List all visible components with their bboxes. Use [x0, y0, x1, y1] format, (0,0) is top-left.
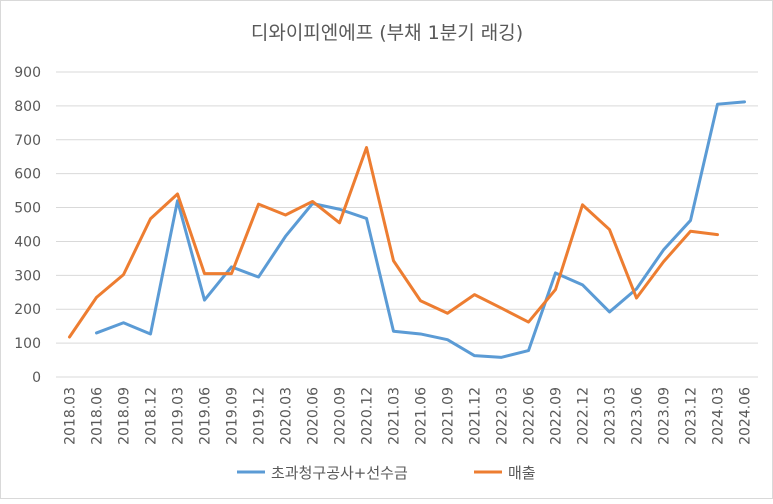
- x-tick-label: 2019.12: [252, 387, 268, 445]
- y-tick-label: 600: [14, 167, 41, 183]
- y-tick-label: 400: [14, 234, 41, 250]
- x-tick-label: 2023.03: [603, 387, 619, 445]
- x-tick-label: 2020.03: [279, 387, 295, 445]
- y-tick-label: 700: [14, 133, 41, 149]
- x-tick-label: 2021.12: [468, 387, 484, 445]
- x-tick-label: 2023.09: [657, 387, 673, 445]
- legend-label-2: 매출: [508, 464, 536, 482]
- series-lines: [68, 100, 746, 359]
- x-tick-label: 2022.06: [522, 387, 538, 445]
- x-tick-label: 2019.09: [225, 387, 241, 445]
- chart-title: 디와이피엔에프 (부채 1분기 래깅): [251, 22, 523, 44]
- y-axis-ticks: 0 100 200 300 400 500 600 700 800 900: [14, 65, 41, 386]
- x-tick-label: 2022.09: [549, 387, 565, 445]
- x-tick-label: 2018.06: [90, 387, 106, 445]
- x-tick-label: 2018.03: [63, 387, 79, 445]
- x-tick-label: 2021.06: [414, 387, 430, 445]
- x-tick-label: 2024.06: [738, 387, 754, 445]
- x-tick-label: 2022.03: [495, 387, 511, 445]
- x-tick-label: 2019.06: [198, 387, 214, 445]
- x-tick-label: 2018.09: [117, 387, 133, 445]
- y-tick-label: 500: [14, 201, 41, 217]
- y-tick-label: 800: [14, 99, 41, 115]
- x-tick-label: 2023.06: [630, 387, 646, 445]
- x-tick-label: 2020.06: [306, 387, 322, 445]
- x-tick-label: 2022.12: [576, 387, 592, 445]
- gridlines: [56, 71, 758, 378]
- legend: 초과청구공사+선수금 매출: [237, 464, 536, 482]
- y-tick-label: 900: [14, 65, 41, 81]
- series-line-1: [95, 100, 746, 359]
- x-tick-label: 2020.12: [360, 387, 376, 445]
- y-tick-label: 300: [14, 268, 41, 284]
- x-tick-label: 2019.03: [171, 387, 187, 445]
- y-tick-label: 0: [32, 370, 41, 386]
- series-line-2: [68, 146, 719, 339]
- x-tick-label: 2021.09: [441, 387, 457, 445]
- x-tick-label: 2024.03: [711, 387, 727, 445]
- x-axis-ticks: 2018.03 2018.06 2018.09 2018.12 2019.03 2019.…: [63, 387, 754, 445]
- y-tick-label: 200: [14, 302, 41, 318]
- legend-label-1: 초과청구공사+선수금: [271, 464, 408, 482]
- x-tick-label: 2018.12: [144, 387, 160, 445]
- x-tick-label: 2020.09: [333, 387, 349, 445]
- x-tick-label: 2023.12: [684, 387, 700, 445]
- x-tick-label: 2021.03: [387, 387, 403, 445]
- y-tick-label: 100: [14, 336, 41, 352]
